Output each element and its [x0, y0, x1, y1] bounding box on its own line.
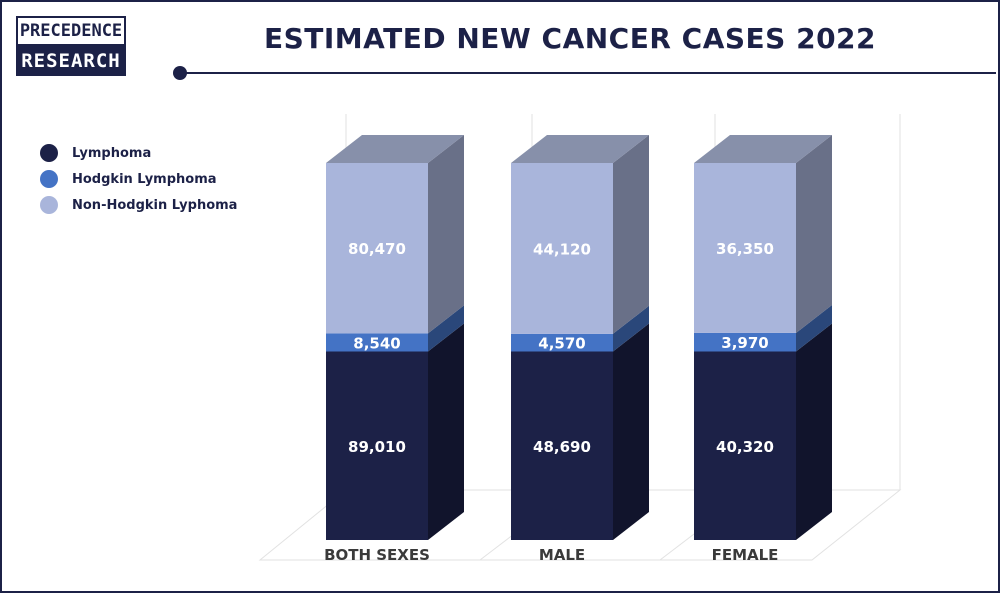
legend-label-hodgkin: Hodgkin Lymphoma [72, 171, 217, 187]
bar-front-both-sexes-s2 [326, 163, 428, 334]
bar-side-both-sexes-s1 [428, 305, 464, 352]
logo-line1: PRECEDENCE [16, 16, 126, 46]
legend: Lymphoma Hodgkin Lymphoma Non-Hodgkin Ly… [40, 140, 237, 218]
bar-top-female [694, 135, 832, 163]
data-label-both-sexes-s1: 8,540 [353, 334, 400, 352]
data-label-female-s1: 3,970 [721, 334, 768, 352]
legend-label-non-hodgkin: Non-Hodgkin Lyphoma [72, 197, 238, 213]
legend-item-hodgkin: Hodgkin Lymphoma [40, 166, 237, 192]
chart-title: ESTIMATED NEW CANCER CASES 2022 [263, 22, 877, 55]
bar-side-female-s2 [796, 135, 832, 333]
bar-side-female-s0 [796, 323, 832, 540]
legend-swatch-lymphoma [40, 144, 58, 162]
category-label-both-sexes: BOTH SEXES [324, 546, 430, 564]
title-dot [173, 66, 187, 80]
data-label-male-s0: 48,690 [533, 438, 591, 456]
bar-front-female-s1 [694, 332, 796, 352]
bar-side-male-s0 [613, 323, 649, 540]
bar-front-male-s0 [511, 351, 613, 540]
chart-floor [258, 489, 902, 561]
bar-side-male-s1 [613, 305, 649, 352]
bar-front-both-sexes-s1 [326, 333, 428, 352]
bar-top-both-sexes [326, 135, 464, 163]
bar-side-male-s2 [613, 135, 649, 334]
data-label-female-s2: 36,350 [716, 240, 774, 258]
bar-side-both-sexes-s2 [428, 135, 464, 334]
data-label-both-sexes-s2: 80,470 [348, 240, 406, 258]
precedence-research-logo: PRECEDENCE RESEARCH [16, 16, 126, 76]
bar-front-both-sexes-s0 [326, 351, 428, 540]
data-label-male-s1: 4,570 [538, 335, 585, 353]
bar-front-male-s1 [511, 333, 613, 352]
legend-label-lymphoma: Lymphoma [72, 145, 152, 161]
legend-swatch-hodgkin [40, 170, 58, 188]
data-label-female-s0: 40,320 [716, 438, 774, 456]
legend-item-lymphoma: Lymphoma [40, 140, 237, 166]
bar-front-female-s2 [694, 163, 796, 333]
category-label-female: FEMALE [712, 546, 779, 564]
bar-top-male [511, 135, 649, 163]
data-label-both-sexes-s0: 89,010 [348, 438, 406, 456]
bar-side-female-s1 [796, 304, 832, 352]
data-label-male-s2: 44,120 [533, 240, 591, 258]
bar-front-male-s2 [511, 163, 613, 334]
logo-line2: RESEARCH [16, 46, 126, 76]
legend-item-non-hodgkin: Non-Hodgkin Lyphoma [40, 192, 237, 218]
bar-side-both-sexes-s0 [428, 323, 464, 540]
title-underline [186, 72, 996, 74]
category-label-male: MALE [539, 546, 585, 564]
bar-front-female-s0 [694, 351, 796, 540]
legend-swatch-non-hodgkin [40, 196, 58, 214]
